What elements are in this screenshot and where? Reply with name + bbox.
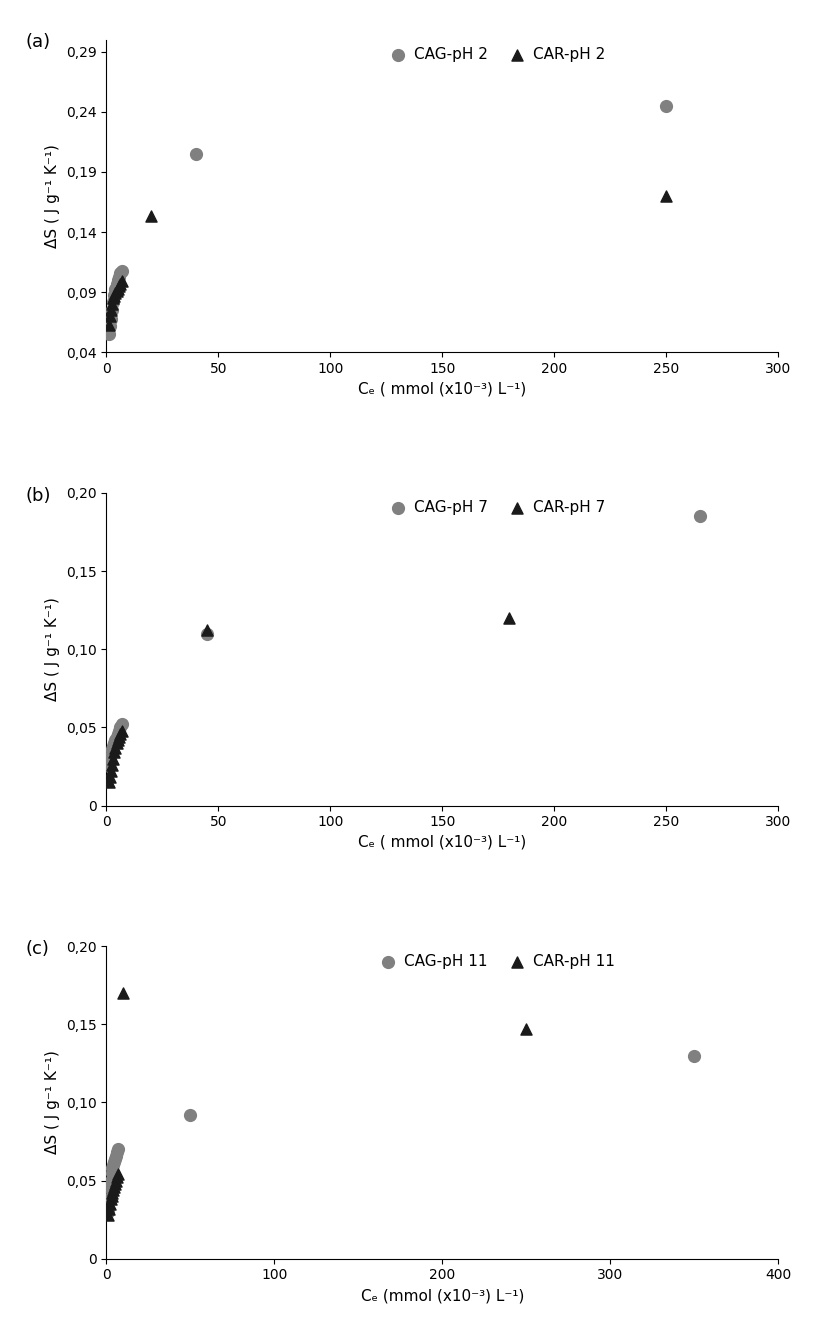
CAG-pH 7 [108,733,121,754]
CAG-pH 11 [104,1170,117,1191]
CAG-pH 11 [106,1158,119,1179]
CAR-pH 11 [106,1182,119,1203]
CAR-pH 7 [106,754,119,775]
CAG-pH 2 [110,273,123,294]
CAR-pH 11 [116,982,129,1003]
CAR-pH 11 [102,1204,115,1226]
CAR-pH 11 [108,1173,121,1194]
CAR-pH 11 [519,1019,532,1040]
CAG-pH 2 [104,307,117,329]
CAR-pH 11 [111,1163,124,1185]
CAG-pH 2 [115,260,129,281]
Text: (a): (a) [26,33,51,52]
CAR-pH 2 [106,288,120,309]
CAR-pH 7 [115,719,129,741]
CAG-pH 11 [687,1045,700,1067]
CAR-pH 11 [109,1170,122,1191]
CAG-pH 2 [111,269,124,290]
Legend: CAG-pH 7, CAR-pH 7: CAG-pH 7, CAR-pH 7 [380,494,612,522]
CAR-pH 7 [102,771,115,792]
CAR-pH 7 [113,723,126,745]
CAG-pH 2 [106,299,119,321]
CAG-pH 11 [102,1202,115,1223]
CAR-pH 7 [109,737,122,758]
CAG-pH 7 [693,506,706,527]
CAG-pH 11 [106,1154,120,1175]
Y-axis label: ΔS ( J g⁻¹ K⁻¹): ΔS ( J g⁻¹ K⁻¹) [45,1051,61,1154]
CAG-pH 11 [109,1145,122,1166]
Y-axis label: ΔS ( J g⁻¹ K⁻¹): ΔS ( J g⁻¹ K⁻¹) [45,144,61,248]
CAR-pH 7 [503,607,516,628]
CAR-pH 7 [111,729,124,750]
CAG-pH 11 [103,1178,116,1199]
CAR-pH 2 [106,294,119,315]
CAG-pH 11 [111,1138,124,1159]
CAR-pH 11 [105,1186,118,1207]
CAG-pH 7 [112,719,125,741]
CAR-pH 2 [108,285,121,306]
CAR-pH 7 [110,733,123,754]
CAR-pH 2 [659,186,672,207]
Legend: CAG-pH 2, CAR-pH 2: CAG-pH 2, CAR-pH 2 [380,41,612,69]
CAG-pH 7 [104,743,117,765]
CAR-pH 2 [104,299,117,321]
CAG-pH 11 [107,1151,120,1173]
CAR-pH 2 [112,276,125,297]
CAG-pH 2 [102,323,115,344]
X-axis label: Cₑ (mmol (x10⁻³) L⁻¹): Cₑ (mmol (x10⁻³) L⁻¹) [360,1288,524,1302]
CAG-pH 7 [110,726,123,747]
CAG-pH 2 [106,292,120,313]
CAG-pH 7 [102,755,115,776]
CAR-pH 11 [106,1179,120,1200]
CAR-pH 2 [145,205,158,227]
CAR-pH 11 [104,1189,117,1210]
X-axis label: Cₑ ( mmol (x10⁻³) L⁻¹): Cₑ ( mmol (x10⁻³) L⁻¹) [358,382,527,396]
CAG-pH 2 [189,143,202,164]
CAG-pH 2 [109,278,122,299]
CAR-pH 7 [112,726,125,747]
CAG-pH 11 [108,1149,121,1170]
Text: (c): (c) [26,939,50,958]
X-axis label: Cₑ ( mmol (x10⁻³) L⁻¹): Cₑ ( mmol (x10⁻³) L⁻¹) [358,835,527,849]
CAR-pH 2 [113,273,126,294]
CAR-pH 11 [103,1194,116,1215]
CAR-pH 7 [106,749,120,770]
CAG-pH 7 [103,749,116,770]
CAG-pH 7 [115,714,129,735]
CAG-pH 11 [110,1142,123,1163]
CAR-pH 2 [102,314,115,335]
CAG-pH 7 [201,623,214,644]
CAR-pH 11 [102,1198,115,1219]
CAR-pH 11 [110,1167,123,1189]
CAR-pH 2 [111,278,124,299]
CAR-pH 11 [107,1177,120,1198]
CAR-pH 2 [109,282,122,303]
CAG-pH 2 [108,284,121,305]
CAG-pH 2 [659,95,672,117]
CAG-pH 2 [112,266,125,288]
CAR-pH 7 [103,767,116,788]
Legend: CAG-pH 11, CAR-pH 11: CAG-pH 11, CAR-pH 11 [370,947,622,975]
CAR-pH 7 [201,620,214,641]
CAR-pH 2 [115,270,129,292]
CAG-pH 11 [183,1104,197,1125]
CAG-pH 7 [106,735,120,757]
CAG-pH 11 [102,1189,115,1210]
CAR-pH 2 [110,281,123,302]
CAG-pH 2 [103,315,116,337]
CAG-pH 7 [109,729,122,750]
CAR-pH 2 [103,306,116,327]
CAG-pH 11 [105,1162,118,1183]
CAG-pH 7 [113,717,126,738]
CAG-pH 7 [106,738,119,759]
CAG-pH 7 [111,723,124,745]
Y-axis label: ΔS ( J g⁻¹ K⁻¹): ΔS ( J g⁻¹ K⁻¹) [45,598,61,701]
CAR-pH 7 [104,761,117,782]
CAG-pH 2 [113,262,126,284]
CAR-pH 7 [108,742,121,763]
Text: (b): (b) [26,486,52,505]
